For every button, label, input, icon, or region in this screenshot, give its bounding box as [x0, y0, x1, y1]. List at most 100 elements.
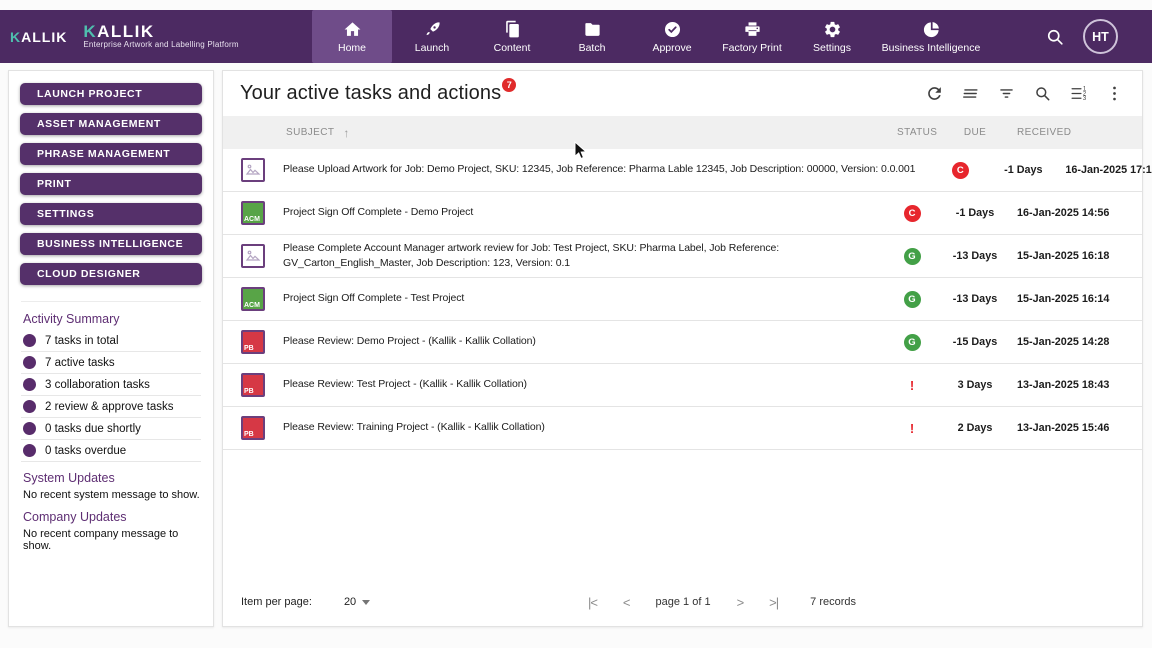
search-icon[interactable]	[1045, 27, 1065, 47]
search-icon[interactable]	[1033, 84, 1052, 103]
bullet-dot-icon	[23, 334, 36, 347]
activity-item-label: 0 tasks overdue	[45, 444, 127, 457]
records-count: 7 records	[810, 596, 856, 608]
column-header-status[interactable]: STATUS	[897, 127, 938, 138]
activity-item: 7 active tasks	[21, 352, 201, 374]
nav-item-content[interactable]: Content	[472, 10, 552, 63]
nav-item-label: Factory Print	[722, 41, 782, 54]
status-badge: G	[903, 290, 921, 308]
svg-text:3: 3	[1083, 96, 1087, 102]
company-updates-title: Company Updates	[23, 510, 127, 524]
pagination-controls: |< < page 1 of 1 > >| 7 records	[588, 595, 856, 610]
task-due: 2 Days	[957, 422, 993, 434]
bullet-dot-icon	[23, 444, 36, 457]
kebab-menu-icon[interactable]	[1105, 84, 1124, 103]
status-badge: G	[903, 247, 921, 265]
sidebar-button-cloud-designer[interactable]: CLOUD DESIGNER	[20, 263, 202, 285]
status-alert-icon: !	[909, 420, 915, 436]
kallik-logo-small: KALLIK	[10, 29, 67, 45]
first-page-button[interactable]: |<	[587, 594, 598, 610]
nav-item-business-intelligence[interactable]: Business Intelligence	[872, 10, 990, 63]
nav-item-label: Home	[337, 41, 366, 54]
column-header-subject[interactable]: SUBJECT ↑	[286, 125, 350, 140]
table-row[interactable]: ACM Project Sign Off Complete - Demo Pro…	[223, 192, 1142, 235]
nav-item-label: Launch	[414, 41, 450, 54]
folder-icon	[583, 20, 602, 39]
table-row[interactable]: PB Please Review: Training Project - (Ka…	[223, 407, 1142, 450]
prev-page-button[interactable]: <	[622, 594, 631, 610]
sidebar-button-business-intelligence[interactable]: BUSINESS INTELLIGENCE	[20, 233, 202, 255]
refresh-icon[interactable]	[925, 84, 944, 103]
nav-item-label: Batch	[578, 41, 606, 54]
nav-item-batch[interactable]: Batch	[552, 10, 632, 63]
status-alert-icon: !	[909, 377, 915, 393]
activity-item: 0 tasks overdue	[21, 440, 201, 462]
task-subject: Project Sign Off Complete - Demo Project	[283, 206, 474, 219]
task-subject: Please Complete Account Manager artwork …	[283, 241, 780, 269]
page-title: Your active tasks and actions	[240, 82, 502, 104]
pb-badge-icon: PB	[241, 330, 265, 354]
table-row[interactable]: Please Upload Artwork for Job: Demo Proj…	[223, 149, 1152, 192]
logo-rest: ALLIK	[97, 22, 155, 42]
bullet-dot-icon	[23, 422, 36, 435]
filter-icon[interactable]	[997, 84, 1016, 103]
activity-summary-title: Activity Summary	[23, 312, 120, 326]
bullet-dot-icon	[23, 378, 36, 391]
sidebar-button-asset-management[interactable]: ASSET MANAGEMENT	[20, 113, 202, 135]
nav-item-launch[interactable]: Launch	[392, 10, 472, 63]
task-due: -15 Days	[952, 336, 998, 348]
sidebar-button-settings[interactable]: SETTINGS	[20, 203, 202, 225]
task-received: 13-Jan-2025 15:46	[1017, 422, 1110, 434]
task-received: 16-Jan-2025 17:15	[1065, 164, 1152, 176]
task-received: 16-Jan-2025 14:56	[1017, 207, 1110, 219]
table-footer: Item per page: 20 |< < page 1 of 1 > >| …	[223, 578, 1142, 626]
nav-item-settings[interactable]: Settings	[792, 10, 872, 63]
table-header-row: SUBJECT ↑ STATUS DUE RECEIVED	[223, 116, 1142, 149]
sidebar-button-launch-project[interactable]: LAUNCH PROJECT	[20, 83, 202, 105]
company-updates-message: No recent company message to show.	[23, 528, 179, 552]
nav-item-factory-print[interactable]: Factory Print	[712, 10, 792, 63]
status-badge: C	[951, 161, 969, 179]
task-subject: Please Review: Demo Project - (Kallik - …	[283, 335, 536, 348]
nav-item-label: Approve	[652, 41, 692, 54]
next-page-button[interactable]: >	[736, 594, 745, 610]
sort-icon[interactable]	[961, 84, 980, 103]
task-received: 15-Jan-2025 16:18	[1017, 250, 1110, 262]
table-row[interactable]: Please Complete Account Manager artwork …	[223, 235, 1142, 278]
nav-item-approve[interactable]: Approve	[632, 10, 712, 63]
table-row[interactable]: PB Please Review: Demo Project - (Kallik…	[223, 321, 1142, 364]
task-due: -1 Days	[1004, 164, 1043, 176]
user-avatar[interactable]: HT	[1083, 19, 1118, 54]
table-row[interactable]: ACM Project Sign Off Complete - Test Pro…	[223, 278, 1142, 321]
sidebar-button-print[interactable]: PRINT	[20, 173, 202, 195]
home-icon	[343, 20, 362, 39]
column-header-received[interactable]: RECEIVED	[1017, 127, 1072, 138]
system-updates-message: No recent system message to show.	[23, 489, 200, 501]
column-header-due[interactable]: DUE	[963, 127, 987, 138]
task-subject: Please Review: Training Project - (Kalli…	[283, 421, 545, 434]
task-due: 3 Days	[957, 379, 993, 391]
task-subject: Project Sign Off Complete - Test Project	[283, 292, 465, 305]
sidebar-button-phrase-management[interactable]: PHRASE MANAGEMENT	[20, 143, 202, 165]
table-row[interactable]: PB Please Review: Test Project - (Kallik…	[223, 364, 1142, 407]
nav-item-home[interactable]: Home	[312, 10, 392, 63]
logo-k-accent: K	[83, 22, 98, 42]
task-subject: Please Upload Artwork for Job: Demo Proj…	[283, 163, 916, 176]
acm-badge-icon: ACM	[241, 201, 265, 225]
task-due: -1 Days	[955, 207, 995, 219]
items-per-page-select[interactable]: 20	[344, 596, 371, 608]
activity-summary-section: Activity Summary 7 tasks in total 7 acti…	[21, 301, 201, 552]
rocket-icon	[423, 20, 442, 39]
last-page-button[interactable]: >|	[769, 594, 779, 610]
nav-item-label: Content	[493, 41, 531, 54]
page-indicator: page 1 of 1	[655, 596, 711, 608]
system-updates-title: System Updates	[23, 471, 115, 485]
activity-item-label: 3 collaboration tasks	[45, 378, 150, 391]
svg-text:2: 2	[1083, 91, 1086, 97]
chevron-down-icon	[362, 599, 371, 605]
printer-icon	[743, 20, 762, 39]
task-received: 15-Jan-2025 16:14	[1017, 293, 1110, 305]
